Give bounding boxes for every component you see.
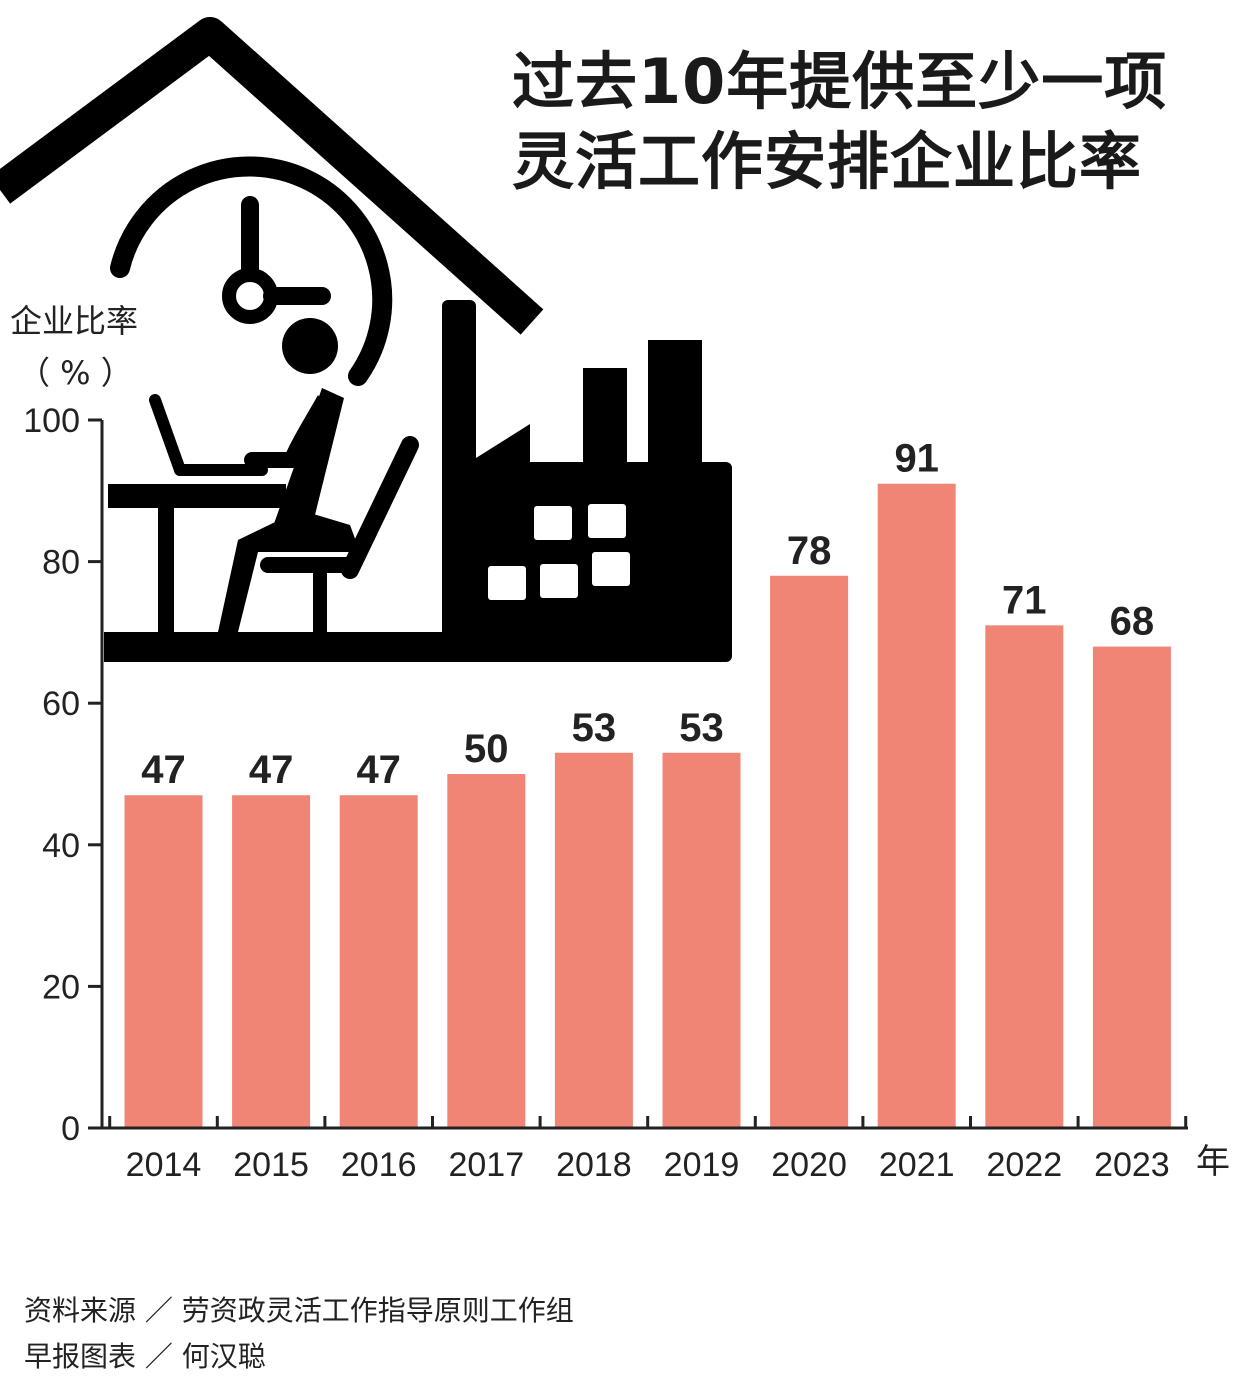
bar-2014 <box>124 795 203 1128</box>
credit-note: 早报图表 ／ 何汉聪 <box>24 1340 266 1373</box>
data-label-2022: 71 <box>1002 578 1047 622</box>
y-axis-title-line2: （ % ） <box>18 354 133 392</box>
labels-layer: 47 47 47 50 53 53 78 91 71 68 <box>141 437 1154 793</box>
x-axis-unit: 年 <box>1196 1142 1230 1182</box>
data-label-2016: 47 <box>356 748 401 792</box>
y-tick-label-40: 40 <box>42 827 80 865</box>
data-label-2019: 53 <box>679 706 724 750</box>
bar-2017 <box>447 774 526 1128</box>
y-tick-label-60: 60 <box>42 685 80 723</box>
data-label-2021: 91 <box>894 437 939 481</box>
bar-2021 <box>877 483 956 1129</box>
bar-2020 <box>770 575 849 1128</box>
x-tick-label-2021: 2021 <box>879 1146 955 1184</box>
x-tick-label-2020: 2020 <box>771 1146 847 1184</box>
source-note: 资料来源 ／ 劳资政灵活工作指导原则工作组 <box>24 1294 574 1327</box>
bar-2018 <box>554 752 633 1128</box>
y-tick-label-20: 20 <box>42 968 80 1006</box>
data-label-2014: 47 <box>141 748 186 792</box>
bar-2023 <box>1092 646 1171 1128</box>
x-tick-label-2018: 2018 <box>556 1146 632 1184</box>
x-tick-label-2022: 2022 <box>986 1146 1062 1184</box>
axes-layer: 2014 2015 2016 2017 2018 2019 2020 2021 2022 2023… <box>23 402 1188 1184</box>
data-label-2015: 47 <box>249 748 294 792</box>
footer: 资料来源 ／ 劳资政灵活工作指导原则工作组 早报图表 ／ 何汉聪 <box>24 1288 574 1380</box>
x-tick-label-2019: 2019 <box>664 1146 740 1184</box>
y-tick-label-80: 80 <box>42 544 80 582</box>
data-label-2020: 78 <box>787 529 832 573</box>
bar-2019 <box>662 752 741 1128</box>
chart-title: 过去10年提供至少一项 灵活工作安排企业比率 <box>512 42 1232 202</box>
bars-layer <box>124 483 1171 1129</box>
data-label-2023: 68 <box>1110 600 1155 644</box>
bar-2016 <box>339 795 418 1128</box>
remote-work-house-factory-icon <box>0 17 732 662</box>
data-label-2017: 50 <box>464 727 509 771</box>
bar-2022 <box>985 625 1064 1128</box>
x-tick-label-2015: 2015 <box>233 1146 309 1184</box>
x-tick-label-2014: 2014 <box>126 1146 202 1184</box>
y-tick-label-0: 0 <box>61 1110 80 1148</box>
data-label-2018: 53 <box>572 706 617 750</box>
chart-title-line2: 灵活工作安排企业比率 <box>512 125 1143 198</box>
x-tick-label-2016: 2016 <box>341 1146 417 1184</box>
chart-title-line1: 过去10年提供至少一项 <box>512 45 1168 118</box>
y-tick-label-100: 100 <box>23 402 80 440</box>
x-tick-label-2017: 2017 <box>448 1146 524 1184</box>
x-tick-label-2023: 2023 <box>1094 1146 1170 1184</box>
bar-2015 <box>232 795 311 1128</box>
y-axis-title-line1: 企业比率 <box>10 302 138 340</box>
